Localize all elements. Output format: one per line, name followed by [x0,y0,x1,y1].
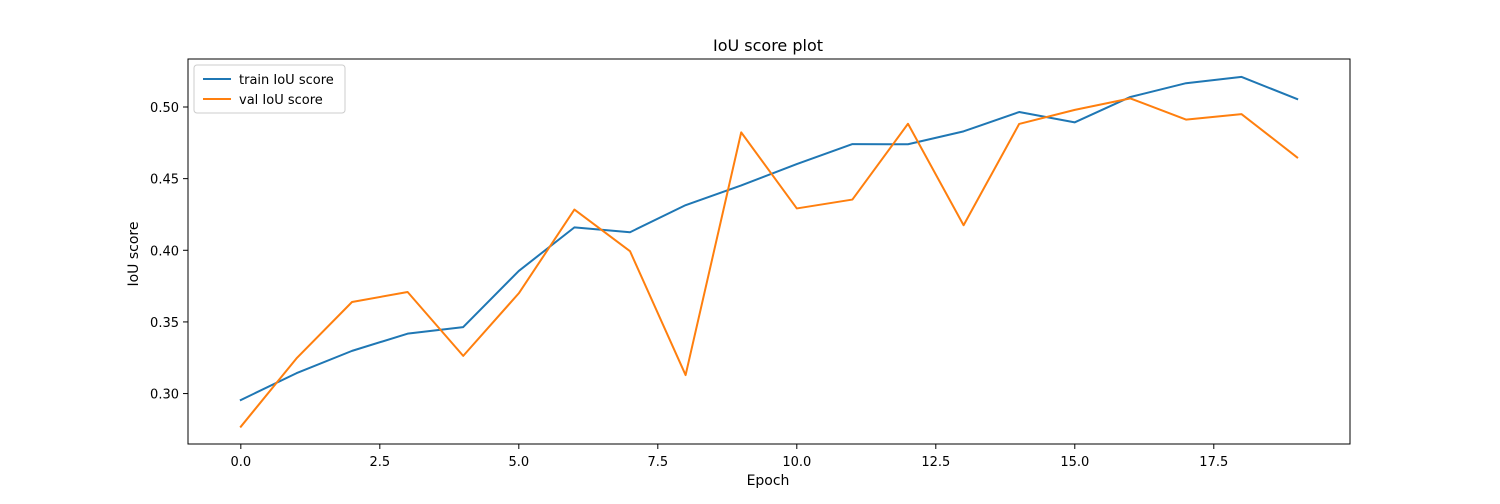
y-tick-label: 0.35 [150,316,179,331]
x-tick-label: 0.0 [230,455,251,470]
y-axis-label: IoU score [126,221,142,286]
y-tick-label: 0.50 [150,101,179,116]
series-line-0 [239,75,1299,402]
series-line-1 [239,97,1299,429]
x-tick-label: 7.5 [647,455,668,470]
chart-title: IoU score plot [713,36,823,55]
x-tick-label: 10.0 [782,455,811,470]
y-tick-label: 0.30 [150,388,179,403]
x-tick-label: 15.0 [1060,455,1089,470]
legend-label-1: val IoU score [239,93,323,108]
y-tick-label: 0.45 [150,173,179,188]
x-tick-label: 17.5 [1199,455,1228,470]
x-tick-label: 2.5 [369,455,390,470]
legend-box [193,64,346,114]
plot-frame [187,58,1351,445]
plot-layer: 0.0 2.5 5.0 7.5 10.0 12.5 15.0 17.5 0.30 0.35 0.40… [150,58,1351,470]
legend-label-0: train IoU score [239,73,334,88]
x-axis-label: Epoch [747,473,790,489]
x-tick-label: 12.5 [921,455,950,470]
legend: train IoU score val IoU score [193,64,346,114]
y-tick-label: 0.40 [150,244,179,259]
x-tick-label: 5.0 [508,455,529,470]
